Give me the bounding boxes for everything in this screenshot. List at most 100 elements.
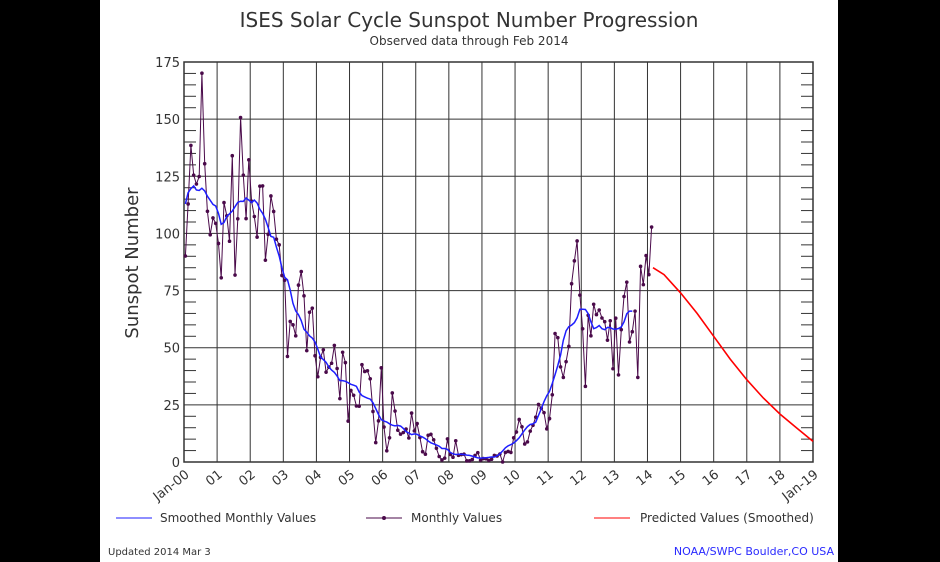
- monthly-value-point: [580, 326, 585, 331]
- monthly-value-point: [478, 458, 483, 462]
- monthly-value-point: [627, 340, 632, 344]
- monthly-value-point: [536, 402, 541, 407]
- monthly-value-point: [269, 194, 273, 198]
- monthly-value-point: [216, 241, 221, 246]
- monthly-value-point: [503, 450, 508, 455]
- monthly-value-point: [291, 323, 295, 327]
- monthly-value-point: [191, 173, 196, 177]
- x-tick-label: 18: [766, 467, 788, 489]
- x-tick-label: 12: [567, 467, 589, 489]
- monthly-value-point: [354, 404, 359, 408]
- monthly-value-point: [426, 433, 430, 438]
- monthly-value-point: [357, 404, 361, 409]
- monthly-value-point: [451, 455, 455, 460]
- monthly-value-point: [235, 217, 240, 221]
- monthly-value-point: [569, 281, 574, 286]
- monthly-value-point: [211, 216, 215, 220]
- predicted-values-line: [652, 267, 814, 443]
- monthly-value-point: [644, 253, 648, 258]
- monthly-value-point: [506, 449, 510, 454]
- legend-monthly-marker: [382, 516, 386, 520]
- y-tick-label: 150: [155, 113, 180, 128]
- monthly-value-point: [600, 316, 604, 320]
- y-tick-label: 25: [163, 399, 180, 414]
- monthly-value-point: [307, 310, 312, 315]
- monthly-value-point: [274, 237, 279, 241]
- credit-text: NOAA/SWPC Boulder,CO USA: [674, 545, 835, 558]
- monthly-value-point: [442, 456, 447, 460]
- x-tick-label: 14: [634, 467, 656, 489]
- y-tick-label: 50: [163, 342, 180, 357]
- monthly-value-point: [567, 344, 571, 349]
- legend-predicted-label: Predicted Values (Smoothed): [640, 511, 814, 525]
- monthly-value-point: [329, 361, 334, 366]
- chart-canvas: ISES Solar Cycle Sunspot Number Progress…: [100, 0, 838, 562]
- monthly-value-point: [321, 347, 326, 352]
- monthly-value-point: [409, 411, 414, 415]
- monthly-value-point: [219, 275, 224, 280]
- x-tick-labels: Jan-00 01 02 03 04 05 06 07 08 09 10 11 12 13 14 15 16 17…: [150, 467, 822, 505]
- monthly-value-point: [415, 421, 419, 426]
- monthly-value-point: [186, 202, 190, 206]
- monthly-value-point: [647, 272, 651, 277]
- x-tick-label: 05: [336, 467, 358, 489]
- monthly-value-point: [233, 273, 237, 277]
- monthly-value-point: [384, 449, 389, 453]
- monthly-value-point: [520, 425, 524, 429]
- monthly-value-point: [622, 294, 626, 299]
- x-tick-label: 10: [501, 467, 523, 489]
- monthly-value-point: [346, 419, 350, 423]
- monthly-value-point: [205, 209, 210, 214]
- monthly-value-point: [467, 459, 472, 463]
- monthly-value-point: [304, 348, 309, 353]
- monthly-value-point: [238, 115, 243, 120]
- sunspot-chart: ISES Solar Cycle Sunspot Number Progress…: [108, 8, 835, 558]
- monthly-value-point: [470, 457, 475, 462]
- monthly-value-point: [324, 370, 328, 374]
- monthly-value-point: [476, 450, 480, 455]
- monthly-value-point: [583, 384, 588, 389]
- monthly-value-point: [561, 375, 566, 380]
- x-tick-label: 02: [236, 467, 258, 489]
- monthly-value-point: [310, 306, 315, 310]
- monthly-value-point: [431, 438, 436, 442]
- monthly-value-point: [514, 430, 519, 434]
- monthly-value-point: [335, 366, 339, 371]
- x-tick-label: 16: [700, 467, 722, 489]
- monthly-value-point: [564, 359, 568, 364]
- monthly-value-point: [591, 302, 596, 307]
- monthly-value-point: [247, 158, 251, 162]
- monthly-value-point: [641, 282, 646, 287]
- monthly-value-point: [313, 353, 317, 358]
- x-tick-label: 17: [733, 467, 755, 489]
- monthly-value-point: [252, 214, 257, 219]
- monthly-value-point: [368, 377, 373, 381]
- monthly-value-point: [525, 440, 530, 444]
- monthly-value-point: [398, 432, 403, 436]
- monthly-value-point: [575, 239, 579, 243]
- updated-date: Updated 2014 Mar 3: [108, 547, 211, 558]
- monthly-value-point: [558, 365, 563, 369]
- monthly-value-point: [227, 239, 232, 243]
- monthly-value-point: [379, 366, 384, 370]
- monthly-value-point: [528, 429, 533, 433]
- grid: [183, 61, 814, 463]
- monthly-value-point: [542, 410, 546, 415]
- y-tick-label: 175: [155, 56, 180, 71]
- x-tick-label: 13: [601, 467, 623, 489]
- monthly-value-point: [258, 184, 262, 188]
- x-tick-label: 15: [667, 467, 689, 489]
- monthly-value-point: [349, 388, 353, 393]
- monthly-value-point: [360, 362, 364, 367]
- monthly-value-point: [619, 327, 624, 332]
- monthly-value-point: [412, 429, 417, 433]
- monthly-value-point: [282, 278, 287, 283]
- monthly-value-point: [608, 318, 613, 323]
- x-tick-label: Jan-19: [779, 467, 822, 505]
- monthly-value-point: [280, 273, 284, 278]
- legend-smoothed-label: Smoothed Monthly Values: [160, 511, 316, 525]
- monthly-value-point: [649, 225, 654, 229]
- monthly-value-point: [285, 354, 290, 359]
- monthly-value-point: [445, 437, 450, 441]
- monthly-value-point: [208, 233, 213, 237]
